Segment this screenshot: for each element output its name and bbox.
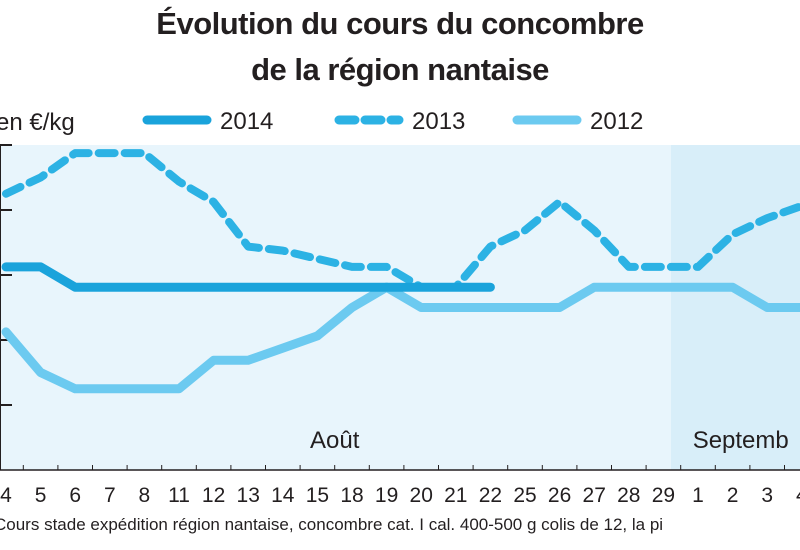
series-line-2014 xyxy=(1,262,495,292)
x-tick-label: 15 xyxy=(306,484,329,507)
x-tick-label: 2 xyxy=(727,484,739,507)
series-line-2013 xyxy=(2,149,800,292)
x-tick-label: 26 xyxy=(548,484,571,507)
x-tick-label: 6 xyxy=(69,484,81,507)
chart-title-line1: Évolution du cours du concombre xyxy=(156,6,644,41)
x-tick-label: 29 xyxy=(652,484,675,507)
x-tick-label: 8 xyxy=(139,484,151,507)
x-tick-label: 5 xyxy=(35,484,47,507)
x-tick-label: 13 xyxy=(237,484,260,507)
x-tick-label: 1 xyxy=(692,484,704,507)
x-tick-label: 19 xyxy=(375,484,398,507)
footnote: Cours stade expédition région nantaise, … xyxy=(0,515,663,534)
x-tick-label: 4 xyxy=(0,484,12,507)
x-tick-label: 11 xyxy=(168,484,190,507)
x-tick-label: 20 xyxy=(410,484,433,507)
x-tick-label: 7 xyxy=(104,484,116,507)
y-axis-label: en €/kg xyxy=(0,109,75,136)
x-tick-label: 22 xyxy=(479,484,502,507)
x-tick-label: 27 xyxy=(583,484,606,507)
legend-label-2013: 2013 xyxy=(412,108,465,135)
x-tick-label: 21 xyxy=(444,484,467,507)
series-line-2012 xyxy=(1,282,800,394)
x-tick-label: 14 xyxy=(271,484,295,507)
x-tick-label: 18 xyxy=(340,484,363,507)
legend: 2014 2013 2012 xyxy=(142,108,643,135)
x-tick-label: 4 xyxy=(796,484,800,507)
x-tick-label: 3 xyxy=(761,484,773,507)
x-tick-label: 28 xyxy=(617,484,640,507)
x-tick-label: 25 xyxy=(513,484,536,507)
legend-label-2012: 2012 xyxy=(590,108,643,135)
month-label: Août xyxy=(310,427,360,454)
x-tick-label: 12 xyxy=(202,484,225,507)
legend-label-2014: 2014 xyxy=(220,108,273,135)
plot-background-august xyxy=(0,145,671,470)
month-label: Septemb xyxy=(693,427,789,454)
chart-title-line2: de la région nantaise xyxy=(251,52,549,87)
